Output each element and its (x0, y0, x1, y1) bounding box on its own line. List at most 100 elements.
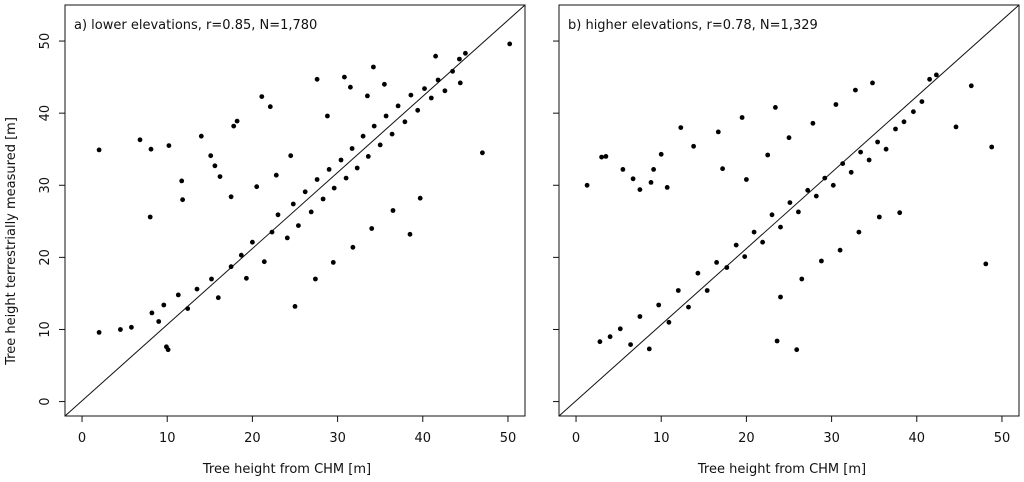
panel-a-x-axis: 0 10 20 30 40 50 (78, 416, 516, 446)
panel-b-point (927, 77, 932, 82)
panel-b-y-axis (553, 41, 559, 402)
panel-a-point (348, 85, 353, 90)
panel-a-x-axis-title: Tree height from CHM [m] (202, 462, 371, 477)
panel-a-point (150, 311, 155, 316)
panel-b-point (678, 125, 683, 130)
panel-b-point (770, 212, 775, 217)
panel-a-point (118, 327, 123, 332)
panel-a-point (507, 42, 512, 47)
panel-b-point (638, 187, 643, 192)
panel-b-point (647, 347, 652, 352)
panel-a-y-tick-label: 0 (38, 397, 53, 405)
panel-a-point (244, 276, 249, 281)
panel-a-point (350, 146, 355, 151)
panel-a-point (344, 176, 349, 181)
panel-a-point (433, 54, 438, 59)
panel-b-point (716, 130, 721, 135)
panel-b-point (796, 210, 801, 215)
panel-b-point (787, 135, 792, 140)
panel-b-point (599, 155, 604, 160)
panel-b-point (969, 83, 974, 88)
panel-b-point (778, 295, 783, 300)
panel-a-point (209, 277, 214, 282)
panel-b-x-tick-label: 20 (738, 431, 755, 446)
panel-a-point (309, 210, 314, 215)
panel-a-point (429, 96, 434, 101)
panel-b-point (676, 288, 681, 293)
panel-b-scatter: 0 10 20 30 40 50 b) higher elevations, r=0.78… (553, 5, 1019, 477)
panel-a-point (315, 77, 320, 82)
panel-b-point (805, 188, 810, 193)
panel-b-point (799, 277, 804, 282)
panel-a-point (409, 93, 414, 98)
panel-a-point (303, 189, 308, 194)
panel-b-point (765, 153, 770, 158)
panel-a-point (365, 94, 370, 99)
panel-b-x-tick-label: 0 (572, 431, 580, 446)
panel-b-point (858, 150, 863, 155)
panel-a-point (450, 69, 455, 74)
panel-b-point (853, 88, 858, 93)
panel-a-point (408, 232, 413, 237)
panel-a-point (422, 86, 427, 91)
panel-a-point (185, 306, 190, 311)
panel-a-x-tick-label: 50 (500, 431, 517, 446)
panel-a-x-tick-label: 30 (329, 431, 346, 446)
panel-b-point (838, 248, 843, 253)
panel-b-point (649, 180, 654, 185)
panel-a-point (218, 174, 223, 179)
panel-a-point (355, 166, 360, 171)
panel-b-point (857, 230, 862, 235)
panel-b-point (740, 115, 745, 120)
panel-a-y-tick-label: 40 (38, 105, 53, 122)
panel-a-point (293, 304, 298, 309)
panel-b-point (911, 109, 916, 114)
panel-b-point (831, 183, 836, 188)
panel-b-point (667, 320, 672, 325)
panel-b-point (867, 158, 872, 163)
panel-a-point (259, 94, 264, 99)
panel-b-point (983, 262, 988, 267)
panel-a-point (208, 153, 213, 158)
panel-a-y-tick-label: 50 (38, 33, 53, 50)
panel-a-point (180, 197, 185, 202)
panel-b-point (811, 121, 816, 126)
panel-b-point (989, 145, 994, 150)
panel-a-point (195, 287, 200, 292)
panel-a-point (332, 186, 337, 191)
panel-a-point (288, 153, 293, 158)
panel-b-point (585, 183, 590, 188)
panel-b-point (934, 73, 939, 78)
panel-a-point (369, 226, 374, 231)
panel-a-title: a) lower elevations, r=0.85, N=1,780 (74, 18, 317, 33)
panel-b-point (775, 339, 780, 344)
panel-a-point (351, 245, 356, 250)
panel-a-y-tick-label: 10 (38, 321, 53, 338)
panel-a-x-tick-label: 40 (415, 431, 432, 446)
panel-b-point (705, 288, 710, 293)
panel-b-x-axis-title: Tree height from CHM [m] (697, 462, 866, 477)
panel-a-point (239, 253, 244, 258)
panel-b-point (631, 176, 636, 181)
panel-a-point (156, 319, 161, 324)
panel-a-point (229, 194, 234, 199)
panel-a-point (457, 57, 462, 62)
panel-a-point (129, 325, 134, 330)
panel-a-point (480, 150, 485, 155)
figure: Tree height terrestrially measured [m] 0… (0, 0, 1024, 482)
panel-b-point (822, 176, 827, 181)
panel-b-point (834, 102, 839, 107)
panel-a-point (176, 293, 181, 298)
panel-a-points (97, 42, 512, 353)
panel-a-y-axis: 0 10 20 30 40 50 (38, 33, 65, 406)
panel-b-point (696, 271, 701, 276)
panel-b-point (618, 326, 623, 331)
panel-a-point (327, 167, 332, 172)
panel-a-point (213, 163, 218, 168)
panel-a-point (235, 119, 240, 124)
panel-b-point (744, 177, 749, 182)
panel-b-point (665, 185, 670, 190)
panel-b-point (773, 105, 778, 110)
panel-b-point (814, 194, 819, 199)
panel-b-point (840, 161, 845, 166)
